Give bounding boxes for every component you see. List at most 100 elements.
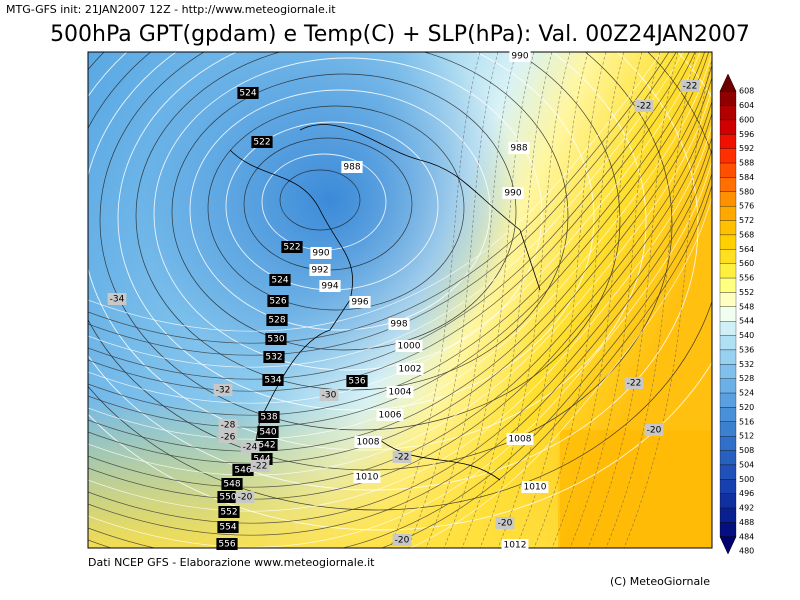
slp-label-box <box>376 409 404 421</box>
gpt-label: 528 <box>268 316 285 326</box>
gpt-label-box <box>266 314 288 326</box>
colorbar-label: 532 <box>739 360 754 369</box>
temp-label: -20 <box>238 493 253 503</box>
colorbar-swatch <box>719 392 737 408</box>
temp-label: -28 <box>221 421 236 431</box>
temp-label-box <box>495 517 515 529</box>
slp-label-box <box>396 363 424 375</box>
colorbar-label: 600 <box>739 115 754 124</box>
colorbar-label: 528 <box>739 374 754 383</box>
contour-line <box>88 76 712 464</box>
gpt-label: 522 <box>253 138 270 148</box>
slp-label: 1012 <box>504 541 527 551</box>
contour-line <box>171 73 517 351</box>
temp-label-box <box>235 491 255 503</box>
slp-label-box <box>395 340 423 352</box>
slp-label-box <box>386 386 414 398</box>
slp-label: 990 <box>312 249 329 259</box>
slp-label-box <box>509 50 531 62</box>
contour-line <box>533 52 625 548</box>
colorbar-label: 596 <box>739 130 754 139</box>
temp-label-box <box>624 377 644 389</box>
gpt-label-box <box>263 351 285 363</box>
contour-line <box>88 52 701 404</box>
contour-line <box>88 64 712 452</box>
colorbar-swatch <box>719 119 737 135</box>
temp-label: -22 <box>637 102 652 112</box>
colorbar-arrow <box>719 536 737 555</box>
gpt-label-box <box>218 506 240 518</box>
slp-label-box <box>388 318 410 330</box>
colorbar-label: 572 <box>739 216 754 225</box>
colorbar-swatch <box>719 263 737 279</box>
colorbar-swatch <box>719 134 737 149</box>
gpt-label: 530 <box>267 335 284 345</box>
colorbar-swatch <box>719 436 737 451</box>
map-title: 500hPa GPT(gpdam) e Temp(C) + SLP(hPa): … <box>50 22 750 47</box>
colorbar-swatch <box>719 177 737 192</box>
gpt-label-box <box>265 333 287 345</box>
gpt-label: 546 <box>234 466 251 476</box>
contour-line <box>88 52 670 344</box>
colorbar-label: 524 <box>739 389 754 398</box>
colorbar-swatch <box>719 234 737 250</box>
contour-line <box>623 58 712 548</box>
contour-line <box>389 52 481 548</box>
map-frame <box>87 51 713 549</box>
temp-label-box <box>218 431 238 443</box>
gpt-label-box <box>281 241 303 253</box>
gpt-label: 538 <box>260 413 277 423</box>
colorbar-label: 564 <box>739 245 754 254</box>
slp-label: 1002 <box>399 365 422 375</box>
gpt-label: 532 <box>265 353 282 363</box>
colorbar-swatch <box>719 507 737 523</box>
colorbar-label: 588 <box>739 159 754 168</box>
contour-line <box>88 52 647 451</box>
contour-line <box>279 169 361 231</box>
colorbar-label: 568 <box>739 230 754 239</box>
contour-line <box>189 89 491 331</box>
slp-label-box <box>353 471 381 483</box>
gpt-label-box <box>217 491 239 503</box>
colorbar-swatch <box>719 148 737 164</box>
colorbar-label: 552 <box>739 288 754 297</box>
colorbar-label: 592 <box>739 144 754 153</box>
gpt-label-box <box>232 464 254 476</box>
contour-line <box>443 52 535 548</box>
contour-line <box>88 52 677 356</box>
colorbar-swatch <box>719 421 737 437</box>
slp-label: 990 <box>511 52 528 62</box>
slp-label: 996 <box>351 298 368 308</box>
gpt-label-box <box>256 439 278 451</box>
temp-label-box <box>107 293 127 305</box>
colorbar-swatch <box>719 206 737 221</box>
gpt-label: 554 <box>219 523 236 533</box>
slp-label: 1008 <box>357 438 380 448</box>
slp-label: 1004 <box>389 388 412 398</box>
colorbar-label: 608 <box>739 87 754 96</box>
slp-label: 1008 <box>509 435 532 445</box>
colorbar-swatch <box>719 335 737 351</box>
temp-label-box <box>218 419 238 431</box>
contour-line <box>88 52 662 332</box>
contour-line <box>88 52 673 471</box>
temp-label-box <box>680 80 700 92</box>
temp-label: -32 <box>216 386 231 396</box>
temp-label: -22 <box>395 453 410 463</box>
map-area <box>88 52 712 548</box>
gpt-label-box <box>262 374 284 386</box>
temp-label-box <box>644 424 664 436</box>
colorbar-label: 584 <box>739 173 754 182</box>
contour-line <box>88 52 706 416</box>
temp-label-box <box>634 100 654 112</box>
colorbar-label: 504 <box>739 460 754 469</box>
gpt-label-box <box>216 538 238 550</box>
contour-line <box>88 52 690 380</box>
contour-line <box>409 196 712 548</box>
colorbar-label: 492 <box>739 504 754 513</box>
colorbar-swatch <box>719 522 737 537</box>
gpt-label: 522 <box>283 243 300 253</box>
slp-label-box <box>506 433 534 445</box>
slp-label-box <box>502 187 524 199</box>
